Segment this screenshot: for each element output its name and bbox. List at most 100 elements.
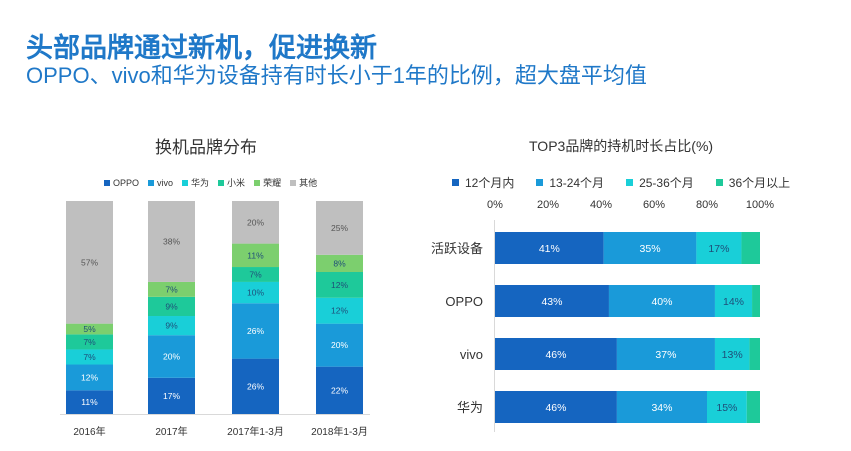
right-legend-swatch xyxy=(452,179,459,186)
left-bar-segment xyxy=(232,201,279,244)
left-legend-item: 荣耀 xyxy=(254,176,281,189)
left-data-label: 12% xyxy=(81,372,98,382)
right-bar-segment xyxy=(714,285,753,317)
left-legend-swatch xyxy=(182,179,189,186)
right-legend-label: 36个月以上 xyxy=(728,176,791,190)
left-category-label: 2016年 xyxy=(73,425,105,438)
left-bar-segment xyxy=(148,335,195,378)
right-x-tick-label: 20% xyxy=(537,199,559,211)
left-category-label: 2018年1-3月 xyxy=(311,425,368,438)
right-legend-label: 13-24个月 xyxy=(549,176,605,190)
page-subtitle: OPPO、vivo和华为设备持有时长小于1年的比例，超大盘平均值 xyxy=(26,63,647,88)
left-legend-item: 小米 xyxy=(218,176,245,189)
right-data-label: 43% xyxy=(541,296,562,308)
right-bar-segment xyxy=(495,232,604,264)
right-legend-label: 12个月内 xyxy=(465,176,515,190)
left-chart-legend: OPPO vivo 华为 小米 荣耀 其他 xyxy=(104,176,326,189)
left-category-label: 2017年1-3月 xyxy=(227,425,284,438)
left-data-label: 7% xyxy=(83,352,96,362)
left-bar-segment xyxy=(316,323,363,367)
left-legend-label: OPPO xyxy=(113,177,140,188)
right-legend-swatch xyxy=(626,179,634,186)
left-data-label: 8% xyxy=(333,258,346,268)
left-legend-label: 其他 xyxy=(299,178,318,188)
left-data-label: 7% xyxy=(249,269,262,279)
right-legend-item: 12个月内 xyxy=(452,174,514,191)
left-data-label: 7% xyxy=(165,284,178,294)
right-legend-label: 25-36个月 xyxy=(639,176,694,190)
left-bar-segment xyxy=(66,334,113,350)
left-legend-swatch xyxy=(148,179,155,186)
left-bar-segment xyxy=(66,364,113,391)
right-x-tick-label: 100% xyxy=(746,199,774,211)
right-bar-segment xyxy=(495,338,617,370)
left-legend-swatch xyxy=(218,179,225,186)
left-data-label: 12% xyxy=(331,280,348,290)
right-bar-segment xyxy=(746,391,760,423)
right-data-label: 14% xyxy=(723,296,744,308)
right-data-label: 46% xyxy=(545,349,566,361)
left-bar-segment xyxy=(148,377,195,414)
left-bar-segment xyxy=(148,296,195,317)
left-bar-segment xyxy=(66,390,113,414)
right-category-label: vivo xyxy=(460,347,483,362)
left-data-label: 10% xyxy=(247,288,264,298)
right-data-label: 34% xyxy=(651,402,672,414)
right-data-label: 46% xyxy=(545,402,566,414)
right-legend-item: 13-24个月 xyxy=(536,174,604,191)
left-legend-swatch xyxy=(254,179,261,186)
left-bar-segment xyxy=(316,254,363,272)
left-bar-segment xyxy=(66,201,113,324)
left-bar-segment xyxy=(232,243,279,268)
left-bar-segment xyxy=(148,281,195,297)
right-bar-segment xyxy=(616,338,715,370)
right-data-label: 13% xyxy=(722,349,743,361)
right-bar-segment xyxy=(749,338,760,370)
right-legend-swatch xyxy=(715,179,723,186)
left-legend-swatch xyxy=(104,179,110,186)
right-legend-item: 25-36个月 xyxy=(626,174,694,191)
left-data-label: 7% xyxy=(83,337,96,347)
left-legend-item: 其他 xyxy=(290,176,317,189)
left-legend-swatch xyxy=(290,179,297,186)
right-bar-segment xyxy=(707,391,747,423)
left-data-label: 17% xyxy=(163,391,180,401)
left-bar-segment xyxy=(148,201,195,282)
left-data-label: 57% xyxy=(81,257,98,267)
left-legend-item: OPPO xyxy=(104,178,139,188)
left-data-label: 11% xyxy=(81,397,98,407)
left-data-label: 11% xyxy=(247,250,264,260)
left-data-label: 26% xyxy=(247,326,264,336)
left-data-label: 22% xyxy=(331,385,348,395)
right-chart-legend: 12个月内 13-24个月 25-36个月 36个月以上 xyxy=(452,174,812,191)
left-legend-label: 小米 xyxy=(227,178,246,188)
right-bar-segment xyxy=(696,232,742,264)
right-data-label: 35% xyxy=(640,243,661,255)
left-bar-segment xyxy=(66,323,113,335)
right-legend-item: 36个月以上 xyxy=(715,174,791,191)
left-chart-title: 换机品牌分布 xyxy=(155,138,257,157)
left-legend-label: 荣耀 xyxy=(263,178,282,188)
right-data-label: 40% xyxy=(651,296,672,308)
left-data-label: 20% xyxy=(163,351,180,361)
left-data-label: 9% xyxy=(165,321,178,331)
right-data-label: 41% xyxy=(539,243,560,255)
right-bar-segment xyxy=(495,391,617,423)
right-data-label: 15% xyxy=(716,402,737,414)
right-bar-segment xyxy=(608,285,715,317)
left-data-label: 20% xyxy=(247,217,264,227)
left-bar-segment xyxy=(232,303,279,359)
left-bar-segment xyxy=(316,297,363,324)
right-x-tick-label: 60% xyxy=(643,199,665,211)
left-bar-segment xyxy=(232,281,279,304)
right-x-tick-label: 40% xyxy=(590,199,612,211)
left-data-label: 9% xyxy=(165,301,178,311)
left-category-label: 2017年 xyxy=(155,425,187,438)
right-data-label: 17% xyxy=(708,243,729,255)
right-bar-segment xyxy=(495,285,609,317)
left-data-label: 12% xyxy=(331,306,348,316)
left-legend-label: vivo xyxy=(157,177,174,188)
left-data-label: 20% xyxy=(331,340,348,350)
